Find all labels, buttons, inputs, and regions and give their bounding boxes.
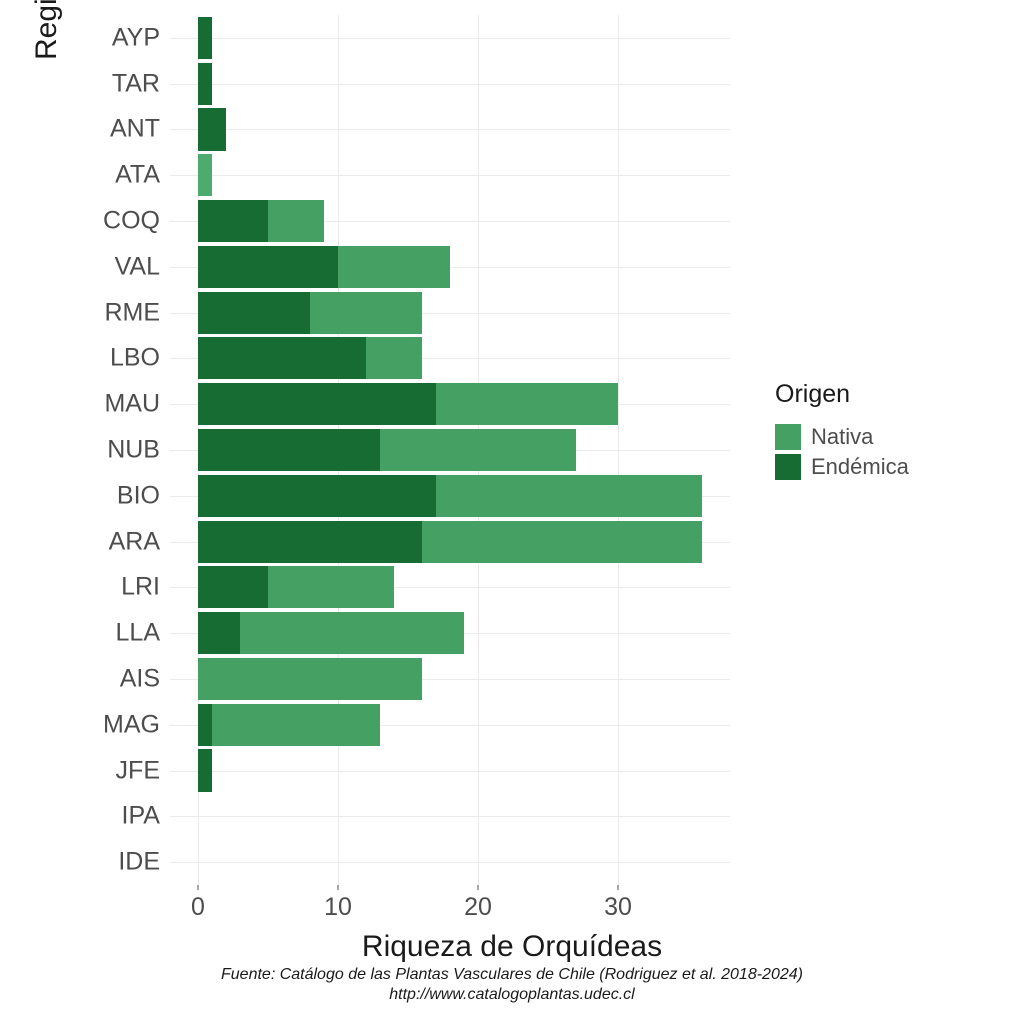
gridline-horizontal	[170, 175, 730, 176]
y-tick-label: COQ	[103, 207, 160, 236]
bar-segment-endemica	[198, 475, 436, 517]
chart-container: Región 0102030AYPTARANTATACOQVALRMELBOMA…	[0, 0, 1024, 1024]
y-tick-label: TAR	[112, 69, 160, 98]
legend-item: Endémica	[775, 454, 909, 480]
x-tick-mark	[618, 885, 619, 890]
legend-item: Nativa	[775, 424, 909, 450]
legend-swatch	[775, 424, 801, 450]
gridline-horizontal	[170, 129, 730, 130]
bar-segment-endemica	[198, 521, 422, 563]
bar-segment-endemica	[198, 246, 338, 288]
x-tick-label: 0	[191, 893, 205, 922]
y-tick-label: ATA	[115, 161, 160, 190]
y-tick-label: IPA	[122, 802, 160, 831]
bar-segment-endemica	[198, 566, 268, 608]
legend-label: Nativa	[811, 424, 873, 450]
y-tick-label: MAG	[103, 710, 160, 739]
y-tick-label: AYP	[112, 23, 160, 52]
gridline-horizontal	[170, 816, 730, 817]
bar-segment-nativa	[366, 337, 422, 379]
y-tick-label: IDE	[118, 848, 160, 877]
bar-segment-endemica	[198, 337, 366, 379]
y-tick-label: BIO	[117, 481, 160, 510]
y-tick-label: RME	[104, 298, 160, 327]
y-tick-label: LRI	[121, 573, 160, 602]
x-tick-mark	[198, 885, 199, 890]
bar-segment-endemica	[198, 154, 212, 196]
bar-segment-endemica	[198, 749, 212, 791]
bar-segment-nativa	[422, 521, 702, 563]
legend: Origen Nativa Endémica	[775, 380, 909, 484]
y-tick-label: MAU	[104, 390, 160, 419]
caption-line2: http://www.catalogoplantas.udec.cl	[389, 986, 634, 1003]
chart-caption: Fuente: Catálogo de las Plantas Vascular…	[0, 965, 1024, 1005]
y-tick-label: VAL	[115, 252, 160, 281]
bar-segment-nativa	[436, 383, 618, 425]
bar-segment-nativa	[310, 292, 422, 334]
bar-segment-nativa	[380, 429, 576, 471]
x-tick-mark	[338, 885, 339, 890]
legend-title: Origen	[775, 380, 909, 409]
bar-segment-endemica	[198, 383, 436, 425]
bar-segment-nativa	[240, 612, 464, 654]
bar-segment-endemica	[198, 200, 268, 242]
gridline-horizontal	[170, 84, 730, 85]
y-tick-label: NUB	[107, 436, 160, 465]
bar-segment-endemica	[198, 108, 226, 150]
x-axis-title: Riqueza de Orquídeas	[362, 930, 662, 964]
plot-area: 0102030AYPTARANTATACOQVALRMELBOMAUNUBBIO…	[170, 15, 730, 885]
y-tick-label: ANT	[110, 115, 160, 144]
y-tick-label: JFE	[116, 756, 160, 785]
y-tick-label: LBO	[110, 344, 160, 373]
bar-segment-nativa	[338, 246, 450, 288]
caption-line1: Fuente: Catálogo de las Plantas Vascular…	[221, 966, 803, 983]
gridline-horizontal	[170, 771, 730, 772]
gridline-horizontal	[170, 38, 730, 39]
gridline-horizontal	[170, 862, 730, 863]
y-tick-label: ARA	[109, 527, 160, 556]
legend-label: Endémica	[811, 454, 909, 480]
bar-segment-nativa	[212, 704, 380, 746]
bar-segment-endemica	[198, 429, 380, 471]
y-tick-label: AIS	[120, 664, 160, 693]
bar-segment-nativa	[268, 200, 324, 242]
bar-segment-endemica	[198, 63, 212, 105]
x-tick-label: 30	[604, 893, 632, 922]
bar-segment-nativa	[436, 475, 702, 517]
bar-segment-endemica	[198, 292, 310, 334]
y-axis-title: Región	[30, 0, 64, 60]
x-tick-mark	[478, 885, 479, 890]
x-tick-label: 20	[464, 893, 492, 922]
bar-segment-endemica	[198, 612, 240, 654]
x-tick-label: 10	[324, 893, 352, 922]
bar-segment-nativa	[198, 658, 422, 700]
y-tick-label: LLA	[116, 619, 160, 648]
bar-segment-nativa	[268, 566, 394, 608]
bar-segment-endemica	[198, 17, 212, 59]
bar-segment-endemica	[198, 704, 212, 746]
legend-swatch	[775, 454, 801, 480]
